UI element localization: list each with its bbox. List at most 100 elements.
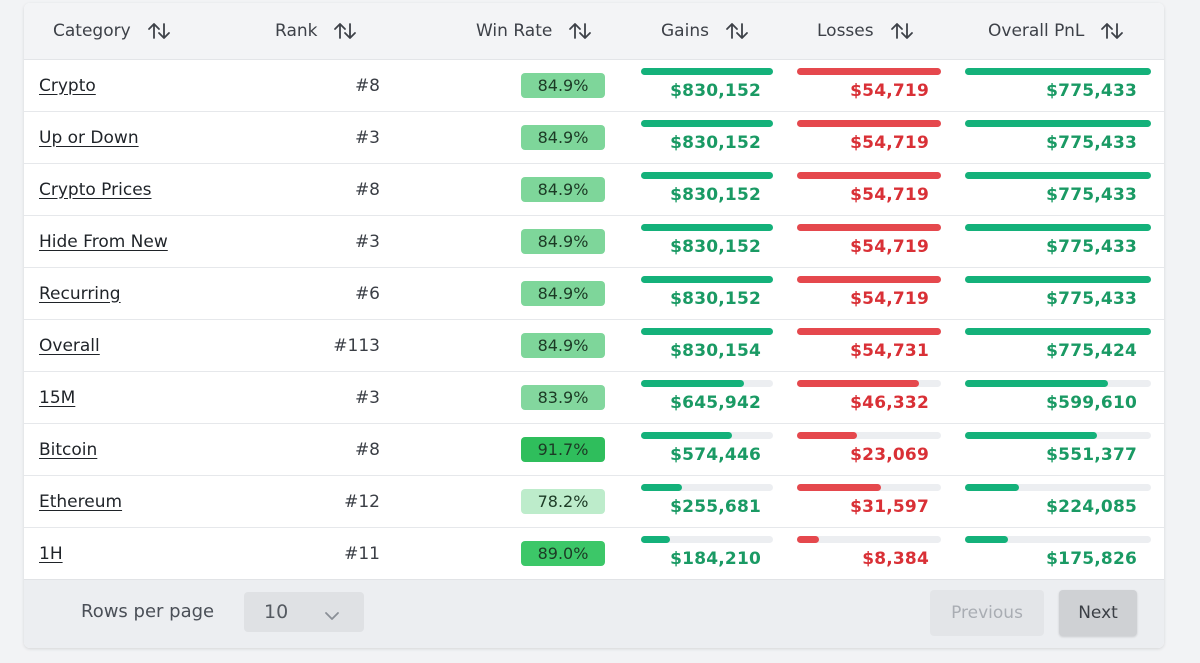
- table-row: Ethereum #12 78.2% $255,681 $31,597: [24, 476, 1164, 528]
- header-win-rate[interactable]: Win Rate: [476, 3, 592, 59]
- rows-per-page-select[interactable]: 10: [244, 592, 364, 632]
- losses-cell: $54,719: [797, 216, 941, 267]
- category-link[interactable]: Bitcoin: [39, 439, 98, 460]
- category-link[interactable]: Up or Down: [39, 127, 139, 148]
- header-category-label: Category: [53, 21, 131, 41]
- gains-bar: [641, 276, 773, 283]
- gains-cell: $830,152: [641, 216, 773, 267]
- pnl-bar-track: [965, 276, 1151, 283]
- gains-cell: $184,210: [641, 528, 773, 579]
- header-category[interactable]: Category: [53, 3, 171, 59]
- pnl-bar-track: [965, 380, 1151, 387]
- rank-cell: #6: [354, 283, 380, 304]
- header-rank[interactable]: Rank: [275, 3, 357, 59]
- gains-cell: $645,942: [641, 372, 773, 423]
- gains-cell: $830,152: [641, 268, 773, 319]
- sort-arrows-icon[interactable]: [1100, 21, 1124, 41]
- losses-value: $54,731: [850, 341, 929, 361]
- losses-value: $54,719: [850, 289, 929, 309]
- header-gains[interactable]: Gains: [661, 3, 749, 59]
- gains-bar-track: [641, 328, 773, 335]
- pnl-bar-track: [965, 224, 1151, 231]
- gains-cell: $830,152: [641, 60, 773, 111]
- pnl-bar: [965, 224, 1151, 231]
- rank-cell: #113: [333, 335, 380, 356]
- category-link[interactable]: 1H: [39, 543, 63, 564]
- sort-arrows-icon[interactable]: [147, 21, 171, 41]
- pnl-cell: $224,085: [965, 476, 1151, 527]
- rank-cell: #8: [354, 439, 380, 460]
- gains-value: $574,446: [670, 445, 761, 465]
- gains-bar: [641, 68, 773, 75]
- win-rate-badge: 84.9%: [521, 281, 605, 306]
- header-gains-label: Gains: [661, 21, 709, 41]
- gains-bar-track: [641, 380, 773, 387]
- losses-bar: [797, 68, 941, 75]
- gains-bar: [641, 120, 773, 127]
- category-link[interactable]: Crypto Prices: [39, 179, 152, 200]
- header-losses[interactable]: Losses: [817, 3, 914, 59]
- table-row: 15M #3 83.9% $645,942 $46,332: [24, 372, 1164, 424]
- sort-arrows-icon[interactable]: [333, 21, 357, 41]
- gains-value: $184,210: [670, 549, 761, 569]
- category-link[interactable]: Ethereum: [39, 491, 123, 512]
- category-cell: 1H: [39, 528, 63, 579]
- pnl-bar: [965, 484, 1019, 491]
- category-link[interactable]: 15M: [39, 387, 76, 408]
- sort-arrows-icon[interactable]: [568, 21, 592, 41]
- win-rate-cell: 84.9%: [464, 164, 605, 215]
- sort-arrows-icon[interactable]: [725, 21, 749, 41]
- losses-bar-track: [797, 432, 941, 439]
- losses-bar-track: [797, 328, 941, 335]
- pnl-cell: $775,433: [965, 216, 1151, 267]
- losses-bar: [797, 224, 941, 231]
- previous-button[interactable]: Previous: [930, 590, 1044, 636]
- pnl-value: $551,377: [1046, 445, 1137, 465]
- win-rate-cell: 84.9%: [464, 112, 605, 163]
- header-win-rate-label: Win Rate: [476, 21, 553, 41]
- losses-value: $54,719: [850, 185, 929, 205]
- gains-cell: $830,152: [641, 112, 773, 163]
- win-rate-cell: 84.9%: [464, 320, 605, 371]
- gains-bar: [641, 380, 744, 387]
- losses-bar: [797, 484, 881, 491]
- category-link[interactable]: Overall: [39, 335, 100, 356]
- gains-bar-track: [641, 484, 773, 491]
- losses-bar-track: [797, 536, 941, 543]
- losses-cell: $23,069: [797, 424, 941, 475]
- table-row: Hide From New #3 84.9% $830,152 $54,719: [24, 216, 1164, 268]
- pnl-value: $599,610: [1046, 393, 1137, 413]
- win-rate-badge: 83.9%: [521, 385, 605, 410]
- category-cell: Recurring: [39, 268, 121, 319]
- win-rate-cell: 84.9%: [464, 60, 605, 111]
- pnl-bar: [965, 276, 1151, 283]
- pnl-bar-track: [965, 120, 1151, 127]
- pnl-cell: $775,433: [965, 268, 1151, 319]
- win-rate-cell: 91.7%: [464, 424, 605, 475]
- next-button[interactable]: Next: [1059, 590, 1137, 636]
- losses-bar: [797, 328, 941, 335]
- gains-cell: $830,152: [641, 164, 773, 215]
- rows-per-page-label: Rows per page: [81, 601, 215, 622]
- category-link[interactable]: Crypto: [39, 75, 96, 96]
- losses-value: $54,719: [850, 81, 929, 101]
- win-rate-badge: 91.7%: [521, 437, 605, 462]
- rank-cell: #3: [354, 231, 380, 252]
- rank-cell: #12: [344, 491, 380, 512]
- losses-bar: [797, 380, 920, 387]
- category-link[interactable]: Recurring: [39, 283, 121, 304]
- sort-arrows-icon[interactable]: [890, 21, 914, 41]
- gains-bar-track: [641, 276, 773, 283]
- gains-bar: [641, 328, 773, 335]
- losses-value: $54,719: [850, 133, 929, 153]
- table-header: Category Rank Win Rate Gains Losses: [24, 3, 1164, 60]
- category-cell: 15M: [39, 372, 75, 423]
- category-cell: Up or Down: [39, 112, 139, 163]
- pnl-value: $775,433: [1046, 237, 1137, 257]
- pnl-bar-track: [965, 172, 1151, 179]
- gains-bar: [641, 224, 773, 231]
- header-overall-pnl[interactable]: Overall PnL: [988, 3, 1124, 59]
- category-link[interactable]: Hide From New: [39, 231, 168, 252]
- gains-value: $830,152: [670, 133, 761, 153]
- gains-value: $255,681: [670, 497, 761, 517]
